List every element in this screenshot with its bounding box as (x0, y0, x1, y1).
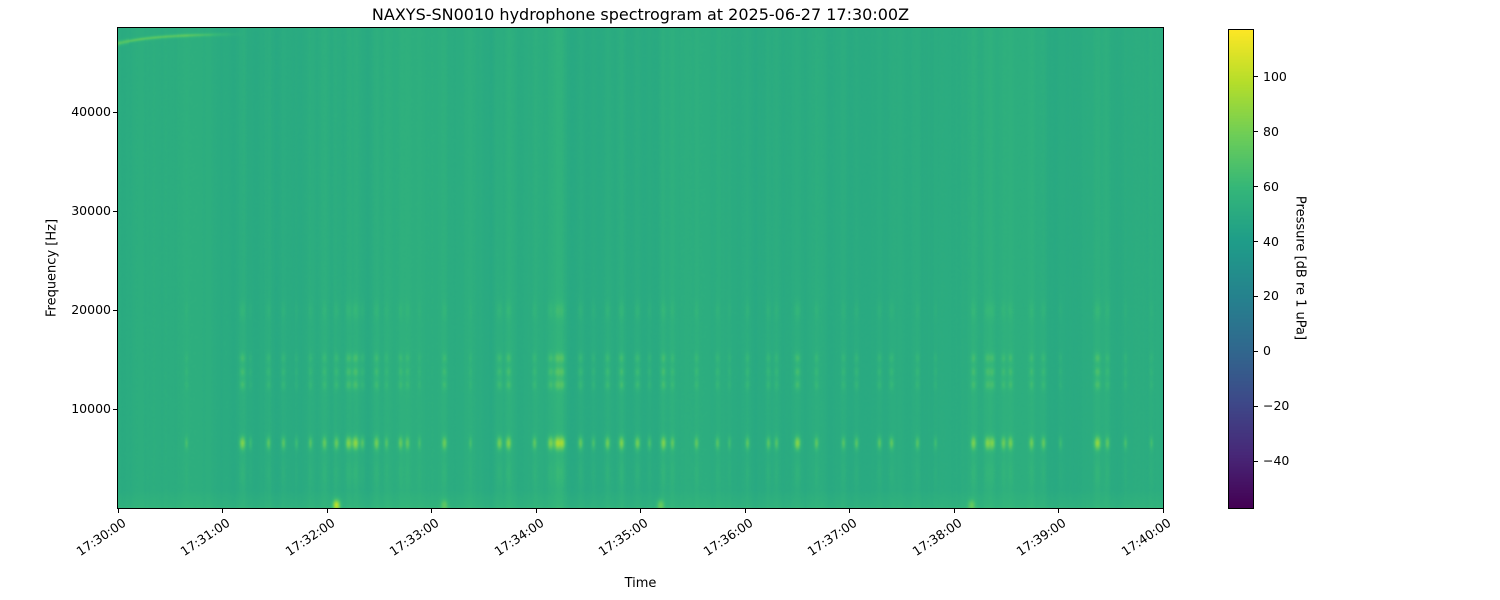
y-tick-label: 20000 (71, 302, 111, 318)
x-tick-mark (222, 509, 223, 513)
y-tick-mark (113, 111, 117, 113)
x-tick-label-text: 17:36:00 (700, 515, 756, 559)
x-tick-label-text: 17:35:00 (595, 515, 651, 559)
y-tick-label: 40000 (71, 104, 111, 120)
x-tick-mark (326, 509, 328, 513)
x-tick-label-text: 17:33:00 (386, 515, 442, 559)
y-tick-label: 10000 (71, 401, 111, 417)
x-tick-mark (640, 509, 641, 513)
colorbar (1228, 29, 1254, 509)
x-tick-label-text: 17:38:00 (909, 515, 965, 559)
colorbar-tick-label: −40 (1263, 453, 1290, 469)
x-tick-label-text: 17:37:00 (804, 515, 860, 559)
y-tick-label: 30000 (71, 203, 111, 219)
colorbar-tick-mark (1254, 131, 1258, 133)
colorbar-tick-label: 20 (1263, 288, 1279, 304)
x-tick-mark (1162, 509, 1164, 513)
spectrogram-canvas (118, 28, 1163, 508)
x-axis-label: Time (624, 576, 657, 591)
x-tick-label-text: 17:39:00 (1013, 515, 1069, 559)
colorbar-label: Pressure [dB re 1 uPa] (1292, 195, 1308, 341)
x-tick-label-text: 17:40:00 (1118, 515, 1174, 559)
y-tick-mark (113, 210, 117, 212)
colorbar-tick-label: 0 (1263, 343, 1271, 359)
x-tick-mark (431, 509, 432, 513)
x-tick-mark (744, 509, 746, 513)
colorbar-tick-mark (1254, 405, 1258, 407)
colorbar-tick-label: −20 (1263, 398, 1290, 414)
colorbar-tick-label: 60 (1263, 178, 1279, 194)
colorbar-tick-label: 80 (1263, 123, 1279, 139)
x-tick-mark (849, 509, 850, 513)
spectrogram-plot (117, 27, 1164, 509)
colorbar-tick-mark (1254, 460, 1258, 462)
y-tick-mark (113, 309, 117, 311)
x-tick-mark (953, 509, 955, 513)
colorbar-tick-mark (1254, 350, 1258, 352)
colorbar-tick-mark (1254, 186, 1258, 188)
colorbar-tick-mark (1254, 241, 1258, 243)
x-tick-mark (1058, 509, 1059, 513)
colorbar-tick-label: 40 (1263, 233, 1279, 249)
colorbar-tick-label: 100 (1263, 68, 1287, 84)
x-tick-mark (117, 509, 119, 513)
colorbar-canvas (1229, 30, 1253, 508)
colorbar-tick-mark (1254, 295, 1258, 297)
x-tick-label-text: 17:34:00 (491, 515, 547, 559)
x-tick-label-text: 17:31:00 (177, 515, 233, 559)
x-tick-label-text: 17:32:00 (282, 515, 338, 559)
chart-title: NAXYS-SN0010 hydrophone spectrogram at 2… (371, 5, 910, 24)
y-tick-mark (113, 408, 117, 410)
colorbar-tick-mark (1254, 76, 1258, 78)
x-tick-mark (535, 509, 537, 513)
x-tick-label-text: 17:30:00 (73, 515, 129, 559)
